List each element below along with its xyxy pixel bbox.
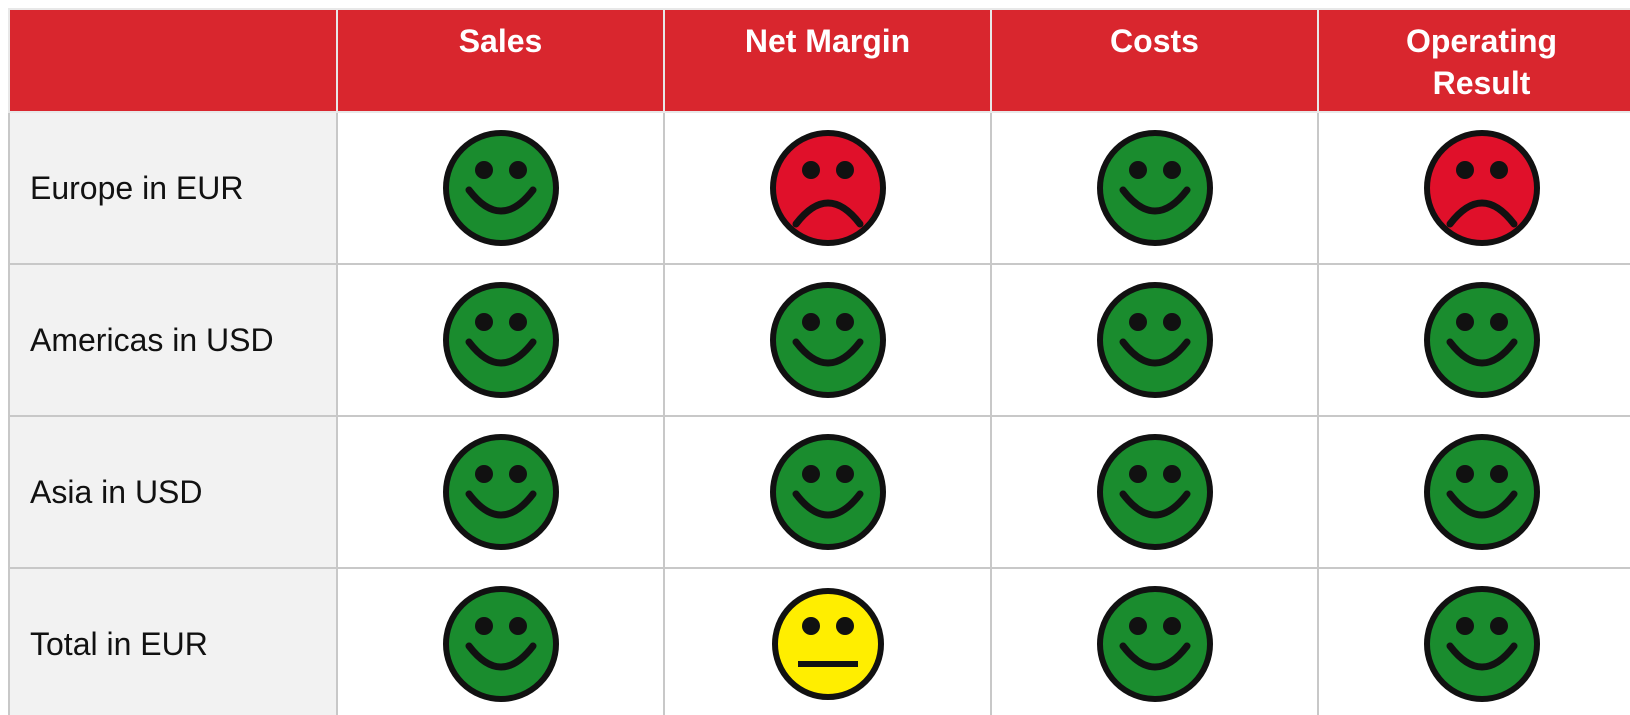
cell bbox=[1317, 567, 1630, 715]
cell bbox=[1317, 263, 1630, 417]
scorecard-table: Sales Net Margin Costs Operating Result … bbox=[8, 8, 1630, 715]
header-cell: Sales bbox=[336, 8, 665, 113]
header-text: Operating Result bbox=[1405, 23, 1558, 101]
row: Asia in USD bbox=[8, 415, 1630, 569]
cell bbox=[336, 567, 665, 715]
header-cell: Net Margin bbox=[663, 8, 992, 113]
sad-face bbox=[1422, 128, 1542, 248]
sad-face bbox=[768, 128, 888, 248]
row-label: Asia in USD bbox=[8, 415, 338, 569]
happy-face bbox=[1095, 280, 1215, 400]
cell bbox=[663, 263, 992, 417]
happy-face bbox=[441, 128, 561, 248]
happy-face bbox=[1095, 128, 1215, 248]
neutral-face bbox=[768, 584, 888, 704]
header-text: Net Margin bbox=[744, 23, 911, 59]
cell bbox=[663, 567, 992, 715]
row: Europe in EUR bbox=[8, 111, 1630, 265]
header-text: Sales bbox=[458, 23, 543, 59]
cell bbox=[990, 263, 1319, 417]
cell bbox=[1317, 111, 1630, 265]
header-cell: Operating Result bbox=[1317, 8, 1630, 113]
cell bbox=[663, 415, 992, 569]
cell bbox=[336, 415, 665, 569]
cell bbox=[990, 567, 1319, 715]
cell bbox=[1317, 415, 1630, 569]
table-wrap: Sales Net Margin Costs Operating Result … bbox=[8, 8, 1630, 715]
cell bbox=[663, 111, 992, 265]
cell bbox=[990, 415, 1319, 569]
happy-face bbox=[1422, 280, 1542, 400]
happy-face bbox=[441, 584, 561, 704]
happy-face bbox=[768, 280, 888, 400]
happy-face bbox=[441, 432, 561, 552]
row-label: Europe in EUR bbox=[8, 111, 338, 265]
happy-face bbox=[1422, 584, 1542, 704]
happy-face bbox=[1095, 584, 1215, 704]
header-cell: Costs bbox=[990, 8, 1319, 113]
header-row: Sales Net Margin Costs Operating Result bbox=[8, 8, 1630, 113]
cell bbox=[990, 111, 1319, 265]
header-corner bbox=[8, 8, 338, 113]
cell bbox=[336, 263, 665, 417]
header-text: Costs bbox=[1110, 23, 1199, 59]
row: Americas in USD bbox=[8, 263, 1630, 417]
happy-face bbox=[1095, 432, 1215, 552]
cell bbox=[336, 111, 665, 265]
row-label: Total in EUR bbox=[8, 567, 338, 715]
happy-face bbox=[441, 280, 561, 400]
happy-face bbox=[1422, 432, 1542, 552]
row: Total in EUR bbox=[8, 567, 1630, 715]
row-label: Americas in USD bbox=[8, 263, 338, 417]
happy-face bbox=[768, 432, 888, 552]
